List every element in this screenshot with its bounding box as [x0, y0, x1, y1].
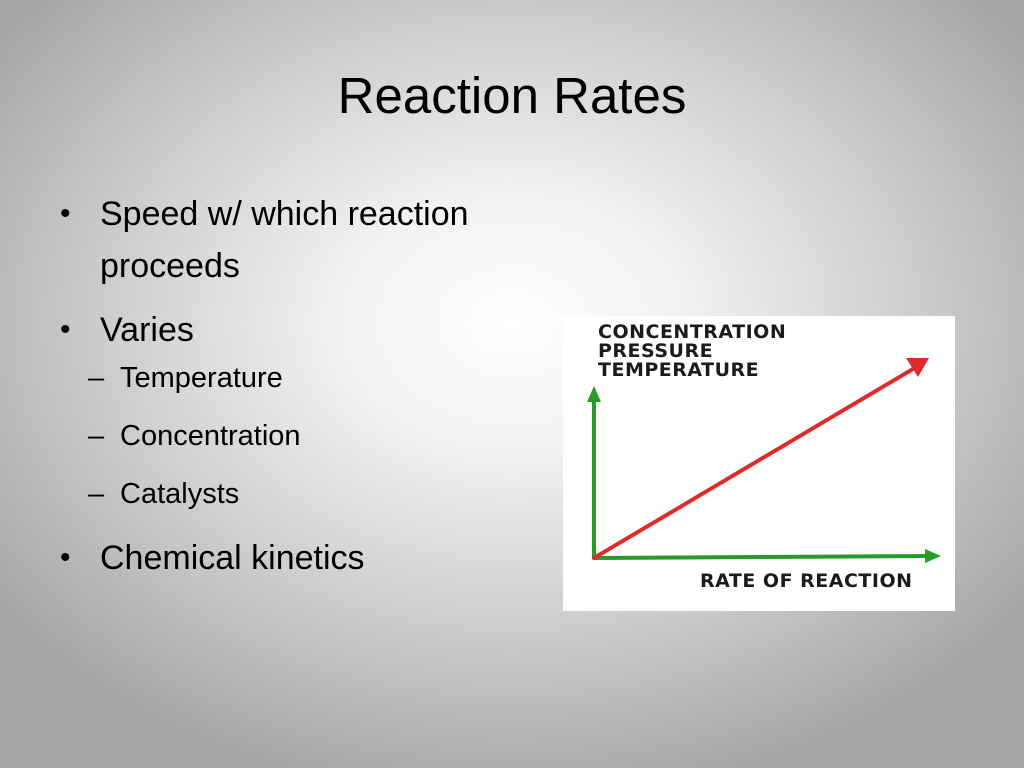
bullet-symbol: •: [60, 313, 71, 346]
bullet-text: Speed w/ which reaction proceeds: [100, 195, 469, 285]
sub-bullet-symbol: –: [88, 420, 105, 452]
x-label-rate-of-reaction: RATE OF REACTION: [700, 570, 913, 592]
sub-bullet-text: Concentration: [120, 420, 301, 452]
sub-bullet-text: Catalysts: [120, 478, 240, 510]
y-axis-arrowhead: [587, 386, 601, 402]
slide-title: Reaction Rates: [337, 67, 687, 124]
bullet-symbol: •: [60, 541, 71, 574]
x-axis-line: [592, 554, 931, 560]
rate-trend-arrowhead: [906, 358, 929, 377]
bullet-text: Chemical kinetics: [100, 539, 365, 577]
y-label-temperature: TEMPERATURE: [598, 359, 759, 381]
sub-bullet-item: – Concentration: [74, 416, 580, 456]
sub-bullet-symbol: –: [88, 478, 105, 510]
bullet-symbol: •: [60, 197, 71, 230]
sub-bullet-symbol: –: [88, 362, 105, 394]
reaction-rate-figure: CONCENTRATION PRESSURE TEMPERATURE RATE …: [563, 316, 955, 611]
rate-trend-line: [592, 364, 920, 560]
bullet-list: • Speed w/ which reaction proceeds • Var…: [60, 188, 580, 596]
sub-bullet-item: – Catalysts: [74, 474, 580, 514]
bullet-item: • Varies – Temperature – Concentration –…: [60, 304, 580, 514]
x-axis-arrowhead: [925, 549, 941, 563]
bullet-item: • Chemical kinetics: [60, 532, 580, 584]
y-label-pressure: PRESSURE: [598, 340, 713, 362]
sub-bullet-list: – Temperature – Concentration – Catalyst…: [88, 358, 580, 514]
sub-bullet-item: – Temperature: [74, 358, 580, 398]
y-label-concentration: CONCENTRATION: [598, 321, 786, 343]
bullet-text: Varies: [100, 311, 194, 349]
figure-svg: CONCENTRATION PRESSURE TEMPERATURE RATE …: [587, 321, 941, 592]
sub-bullet-text: Temperature: [120, 362, 283, 394]
bullet-item: • Speed w/ which reaction proceeds: [60, 188, 580, 292]
